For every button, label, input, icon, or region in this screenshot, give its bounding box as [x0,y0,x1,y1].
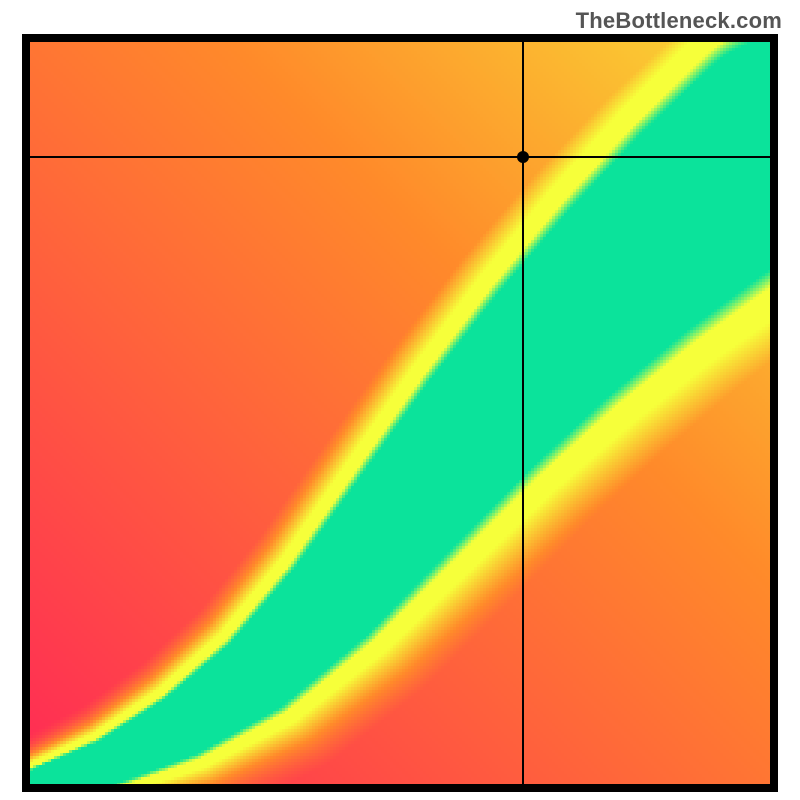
container: TheBottleneck.com [0,0,800,800]
attribution-text: TheBottleneck.com [576,8,782,34]
plot-frame [22,34,778,792]
